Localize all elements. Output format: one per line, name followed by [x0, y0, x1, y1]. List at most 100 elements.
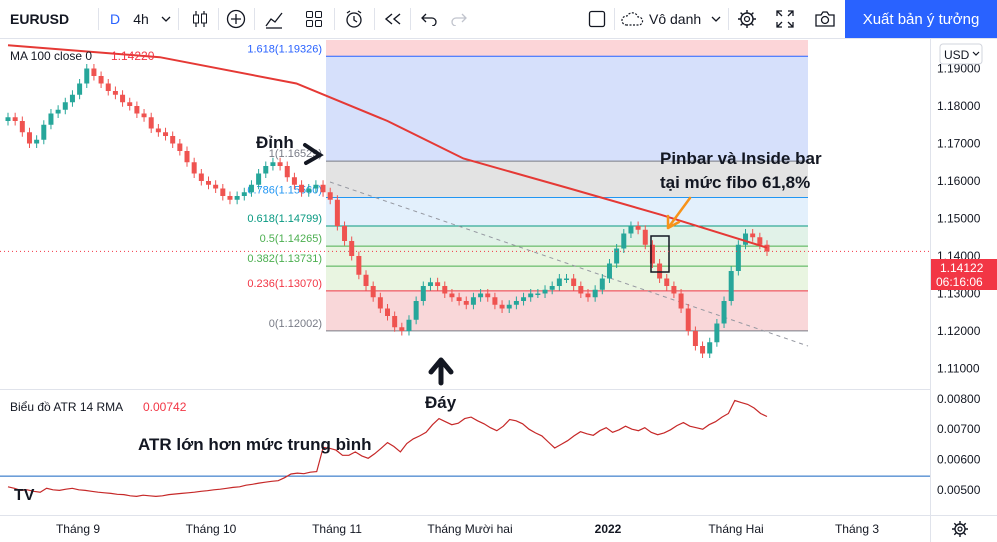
toolbar-divider	[614, 8, 615, 30]
fib-zone-extension	[326, 40, 808, 57]
symbol-label[interactable]: EURUSD	[10, 11, 70, 27]
candle-body	[62, 102, 68, 110]
snapshot-button[interactable]	[812, 0, 838, 38]
pinbar-annotation-line1[interactable]: Pinbar và Inside bar	[660, 149, 822, 168]
candle-body	[649, 244, 655, 264]
interval-button[interactable]: 4h	[128, 0, 154, 38]
candle-body	[692, 331, 698, 346]
price-tick-label: 1.17000	[937, 137, 981, 151]
top-annotation[interactable]: Đỉnh	[256, 133, 294, 152]
atr-legend-label[interactable]: Biểu đồ ATR 14 RMA	[10, 400, 123, 414]
atr-line[interactable]	[7, 399, 768, 498]
candle-body	[356, 256, 362, 275]
chevron-down-icon	[711, 16, 721, 22]
candle-body	[34, 139, 40, 144]
candle-body	[442, 286, 448, 294]
symbol-search[interactable]: EURUSD	[10, 0, 70, 38]
interval-dropdown[interactable]	[156, 0, 176, 38]
layout-button[interactable]	[584, 0, 610, 38]
undo-button[interactable]	[416, 0, 442, 38]
candle-body	[578, 286, 584, 294]
toolbar-divider	[178, 8, 179, 30]
candle-body	[714, 323, 720, 343]
chevron-down-icon	[161, 16, 171, 22]
candle-body	[463, 301, 469, 305]
fibonacci-retracement[interactable]	[326, 40, 808, 332]
candle-body	[420, 286, 426, 301]
candle-body	[19, 121, 25, 133]
ma-line[interactable]	[7, 44, 768, 249]
candle-body	[478, 293, 484, 298]
atr-tick-label: 0.00700	[937, 422, 981, 436]
price-tick-label: 1.11000	[937, 362, 980, 376]
candle-body	[227, 196, 233, 200]
square-icon	[588, 10, 606, 28]
candle-body	[84, 68, 90, 84]
interval-letter-label[interactable]: D	[109, 11, 121, 27]
time-tick-label: Tháng Mười hai	[427, 522, 512, 536]
cloud-icon	[621, 12, 644, 26]
fullscreen-button[interactable]	[772, 0, 798, 38]
fib-zone	[326, 161, 808, 198]
last-price-label: 1.14122	[940, 261, 984, 275]
candle-body	[427, 282, 433, 286]
gear-icon[interactable]	[952, 521, 968, 537]
alert-button[interactable]	[340, 0, 368, 38]
candle-body	[542, 289, 548, 294]
candlestick-series[interactable]	[5, 64, 770, 358]
interval-letter[interactable]: D	[106, 0, 124, 38]
candle-body	[657, 263, 663, 279]
candle-body	[721, 301, 727, 324]
candle-body	[413, 301, 419, 320]
settings-button[interactable]	[734, 0, 760, 38]
ma-legend-label[interactable]: MA 100 close 0	[10, 49, 92, 63]
time-tick-label: Tháng 11	[312, 522, 362, 536]
currency-selector[interactable]	[939, 43, 983, 65]
candle-body	[342, 226, 348, 241]
redo-button[interactable]	[446, 0, 472, 38]
atr-annotation[interactable]: ATR lớn hơn mức trung bình	[138, 435, 372, 454]
candle-body	[334, 199, 340, 226]
candle-body	[256, 173, 262, 185]
candle-body	[234, 196, 240, 200]
chart-type-button[interactable]	[186, 0, 214, 38]
undo-icon	[421, 13, 437, 26]
candle-body	[564, 278, 570, 280]
toolbar-divider	[728, 8, 729, 30]
toolbar-divider	[374, 8, 375, 30]
pinbar-annotation-line2[interactable]: tại mức fibo 61,8%	[660, 173, 810, 192]
candle-body	[198, 173, 204, 181]
save-layout-button[interactable]: Vô danh	[620, 0, 726, 38]
interval-label[interactable]: 4h	[133, 11, 149, 27]
toolbar-divider	[218, 8, 219, 30]
fib-zone	[326, 246, 808, 267]
candle-body	[349, 241, 355, 256]
add-indicator-button[interactable]	[222, 0, 250, 38]
price-tick-label: 1.15000	[937, 212, 981, 226]
atr-axis[interactable]: 0.00500 0.00600 0.00700 0.00800	[937, 392, 981, 497]
candle-body	[728, 271, 734, 301]
templates-button[interactable]	[300, 0, 328, 38]
fib-level-label: 0.382(1.13731)	[247, 253, 322, 265]
candle-body	[700, 346, 706, 354]
pinbar-box[interactable]	[650, 235, 670, 273]
replay-button[interactable]	[380, 0, 406, 38]
fib-zone	[326, 197, 808, 227]
publish-idea-button[interactable]: Xuất bản ý tưởng	[845, 0, 997, 38]
time-axis[interactable]: Tháng 9 Tháng 10 Tháng 11 Tháng Mười hai 202…	[56, 522, 879, 536]
fib-level-label: 0.236(1.13070)	[247, 278, 322, 290]
candle-body	[485, 293, 491, 298]
publish-label[interactable]: Xuất bản ý tưởng	[862, 10, 980, 28]
currency-label[interactable]: USD	[944, 48, 970, 62]
bottom-annotation[interactable]: Đáy	[425, 393, 457, 412]
candle-body	[127, 102, 133, 106]
candle-body	[91, 68, 97, 76]
layout-name[interactable]: Vô danh	[649, 11, 702, 27]
candle-body	[743, 233, 749, 245]
indicators-button[interactable]	[260, 0, 288, 38]
price-axis[interactable]: 1.110001.120001.130001.140001.150001.160…	[937, 62, 981, 376]
bottom-arrow-icon	[428, 357, 454, 386]
price-tick-label: 1.12000	[937, 324, 981, 338]
candle-body	[327, 192, 333, 200]
